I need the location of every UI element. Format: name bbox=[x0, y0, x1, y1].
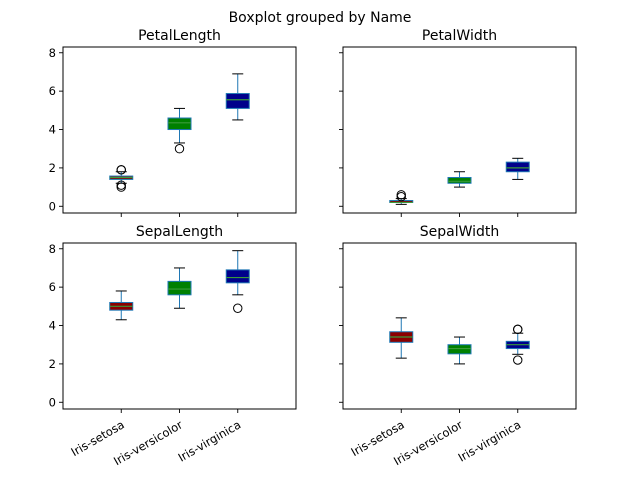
panel-title-petallength: PetalLength bbox=[138, 28, 221, 44]
panel-sepallength: SepalLength02468Iris-setosaIris-versicol… bbox=[49, 224, 297, 468]
y-tick-label: 2 bbox=[49, 161, 56, 175]
panel-petallength: PetalLength 0 2 4 6 8 bbox=[49, 28, 297, 217]
box-petalwidth-iris-virginica bbox=[505, 157, 530, 180]
box-sepalwidth-iris-virginica bbox=[505, 324, 530, 365]
y-tick-label: 0 bbox=[49, 395, 56, 409]
outlier-point bbox=[513, 324, 523, 335]
figure-title: Boxplot grouped by Name bbox=[229, 10, 412, 26]
box-sepallength-iris-setosa bbox=[109, 290, 134, 321]
axes-frame bbox=[342, 242, 577, 410]
box-iqr bbox=[505, 161, 530, 173]
box-petallength-iris-setosa bbox=[109, 165, 134, 192]
box-petalwidth-iris-versicolor bbox=[447, 171, 472, 188]
x-tick-label-iris-virginica: Iris-virginica bbox=[176, 417, 244, 464]
panel-title-sepalwidth: SepalWidth bbox=[420, 224, 500, 240]
y-tick-label: 6 bbox=[49, 280, 56, 294]
box-petalwidth-iris-setosa bbox=[389, 190, 414, 205]
box-iqr bbox=[167, 280, 192, 296]
box-petallength-iris-virginica bbox=[225, 73, 250, 121]
outlier-point bbox=[116, 182, 126, 192]
subplot-grid: PetalLength 0 2 4 6 8 PetalWidth SepalLength 0 2 4… bbox=[49, 28, 577, 468]
box-sepalwidth-iris-setosa bbox=[389, 317, 414, 359]
x-tick-label-iris-virginica: Iris-virginica bbox=[456, 417, 524, 464]
outlier-point bbox=[513, 355, 523, 365]
box-sepalwidth-iris-versicolor bbox=[447, 336, 472, 365]
axes-frame bbox=[62, 242, 297, 410]
y-tick-label: 6 bbox=[49, 84, 56, 98]
outlier-point bbox=[396, 190, 406, 200]
panel-sepalwidth: SepalWidthIris-setosaIris-versicolorIris… bbox=[339, 224, 577, 468]
y-tick-label: 2 bbox=[49, 357, 56, 371]
axes-frame bbox=[342, 46, 577, 214]
y-tick-label: 8 bbox=[49, 46, 56, 60]
outlier-point bbox=[116, 165, 126, 175]
box-petallength-iris-versicolor bbox=[167, 107, 192, 154]
box-sepallength-iris-versicolor bbox=[167, 267, 192, 309]
y-tick-label: 0 bbox=[49, 199, 56, 213]
box-sepallength-iris-virginica bbox=[225, 250, 250, 313]
panel-petalwidth: PetalWidth bbox=[339, 28, 577, 217]
axes-frame bbox=[62, 46, 297, 214]
box-iqr bbox=[225, 93, 250, 109]
panel-title-petalwidth: PetalWidth bbox=[422, 28, 497, 44]
outlier-point bbox=[233, 303, 243, 313]
box-iqr bbox=[447, 176, 472, 184]
panel-title-sepallength: SepalLength bbox=[136, 224, 223, 240]
y-tick-label: 4 bbox=[49, 319, 56, 333]
box-iqr bbox=[225, 269, 250, 284]
y-tick-label: 8 bbox=[49, 242, 56, 256]
outlier-point bbox=[174, 144, 185, 154]
box-iqr bbox=[167, 117, 192, 131]
box-iqr bbox=[447, 344, 472, 355]
y-tick-label: 4 bbox=[49, 123, 56, 137]
